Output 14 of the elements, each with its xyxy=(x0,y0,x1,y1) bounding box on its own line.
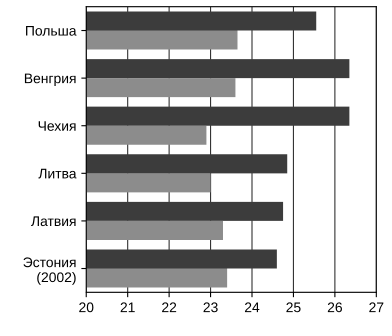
x-tick-label: 21 xyxy=(120,302,135,312)
x-tick-label: 25 xyxy=(286,302,301,312)
x-tick-label: 26 xyxy=(328,302,342,312)
x-tick-label: 20 xyxy=(79,302,94,312)
x-tick-label: 22 xyxy=(162,302,176,312)
y-tick-label: Венгрия xyxy=(24,74,76,86)
y-tick-label: Польша xyxy=(26,26,77,36)
y-tick-label: Латвия xyxy=(31,216,76,226)
y-tick-label: Чехия xyxy=(38,121,76,131)
y-tick-label: Эстония (2002) xyxy=(23,257,76,285)
x-tick-label: 27 xyxy=(369,302,384,312)
x-tick-label: 24 xyxy=(244,302,260,312)
y-tick-label: Литва xyxy=(38,168,77,178)
x-tick-label: 23 xyxy=(204,302,218,312)
